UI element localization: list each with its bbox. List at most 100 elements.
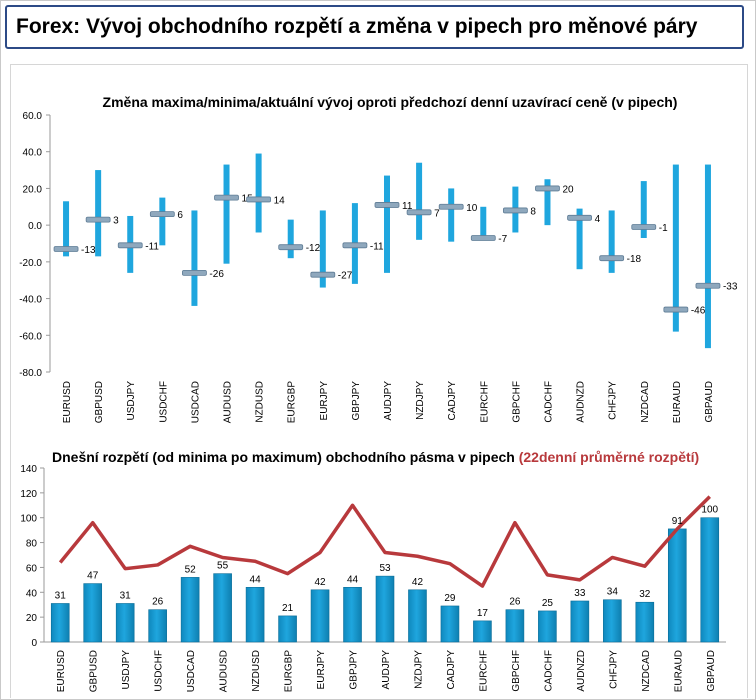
bar-value-label: 91 — [672, 516, 684, 527]
range-bar — [700, 517, 720, 643]
x-tick-label: GBPCHF — [511, 381, 522, 423]
x-tick-label: GBPAUD — [706, 650, 717, 692]
range-bar — [310, 589, 330, 643]
x-tick-label: EURCHF — [479, 381, 490, 423]
range-bar — [287, 219, 294, 259]
x-tick-label: NZDUSD — [251, 650, 262, 692]
current-marker — [406, 209, 432, 216]
bar-value-label: 44 — [347, 574, 359, 585]
range-bar — [440, 605, 460, 643]
current-value-label: -7 — [498, 234, 507, 245]
current-marker — [342, 242, 368, 249]
current-marker — [502, 207, 528, 214]
range-bar — [213, 573, 232, 643]
y-tick-label: 40 — [26, 588, 38, 599]
bar-value-label: 33 — [574, 588, 586, 599]
range-bar — [672, 164, 679, 332]
current-value-label: -12 — [306, 243, 321, 254]
current-marker — [438, 203, 464, 210]
y-tick-label: 100 — [20, 514, 37, 525]
current-value-label: 6 — [177, 210, 183, 221]
bar-value-label: 42 — [314, 577, 326, 588]
y-tick-label: 80 — [26, 539, 38, 550]
range-bar — [180, 577, 200, 643]
range-bar — [505, 609, 525, 643]
range-bar — [50, 603, 70, 643]
range-bar — [480, 206, 487, 240]
range-bar — [159, 197, 166, 246]
range-bar — [191, 210, 198, 306]
current-marker — [535, 185, 560, 192]
bar-value-label: 34 — [607, 587, 619, 598]
x-tick-label: EURAUD — [672, 381, 683, 423]
x-tick-label: EURUSD — [56, 650, 67, 692]
y-tick-label: -60.0 — [19, 331, 42, 342]
current-marker — [278, 244, 304, 251]
x-tick-label: EURGBP — [284, 650, 295, 693]
x-tick-label: CHFJPY — [608, 381, 619, 420]
bar-value-label: 53 — [379, 563, 391, 574]
range-bar — [704, 164, 711, 349]
x-tick-label: EURUSD — [62, 381, 73, 423]
current-value-label: -27 — [338, 271, 353, 282]
range-bar — [603, 599, 622, 643]
bar-value-label: 21 — [282, 603, 294, 614]
bar-value-label: 100 — [701, 505, 718, 516]
current-marker — [631, 224, 657, 230]
chart-daily-range-title: Dnešní rozpětí (od minima po maximum) ob… — [52, 449, 699, 465]
current-value-label: -26 — [209, 269, 224, 280]
x-tick-label: AUDUSD — [219, 650, 230, 692]
bar-value-label: 26 — [152, 597, 164, 608]
x-tick-label: GBPJPY — [349, 650, 360, 690]
page-title: Forex: Vývoj obchodního rozpětí a změna … — [16, 15, 698, 38]
current-marker — [470, 235, 496, 241]
range-bar — [384, 175, 390, 273]
current-value-label: -33 — [723, 282, 738, 293]
current-marker — [182, 269, 207, 276]
bar-value-label: 47 — [87, 571, 99, 582]
x-tick-label: NZDCAD — [640, 381, 651, 423]
current-value-label: -13 — [81, 245, 96, 256]
avg-range-line — [58, 495, 711, 588]
range-bar — [473, 620, 492, 643]
x-tick-label: GBPUSD — [94, 381, 105, 423]
x-tick-label: CADJPY — [447, 381, 458, 421]
y-tick-label: -40.0 — [19, 295, 42, 306]
y-tick-label: 120 — [20, 489, 37, 500]
x-tick-label: USDCAD — [190, 381, 201, 423]
current-value-label: -11 — [145, 241, 159, 252]
x-tick-label: CHFJPY — [608, 650, 619, 689]
bar-value-label: 25 — [542, 598, 554, 609]
current-marker — [53, 246, 79, 252]
chart-range-change-title: Změna maxima/minima/aktuální vývoj oprot… — [103, 94, 678, 110]
x-tick-label: NZDJPY — [415, 381, 426, 420]
range-bar — [343, 587, 362, 643]
current-marker — [246, 196, 272, 203]
x-tick-label: NZDCAD — [641, 650, 652, 692]
range-bar — [608, 210, 615, 273]
current-marker — [310, 271, 336, 278]
y-tick-label: -80.0 — [19, 368, 42, 379]
current-value-label: 14 — [274, 195, 286, 206]
x-tick-label: GBPJPY — [351, 381, 362, 421]
y-tick-label: 20.0 — [23, 184, 43, 195]
x-tick-label: EURJPY — [319, 381, 330, 421]
range-bar — [544, 179, 551, 226]
y-tick-label: 40.0 — [23, 148, 43, 159]
current-value-label: 7 — [434, 208, 440, 219]
bar-value-label: 29 — [444, 593, 456, 604]
current-marker — [663, 306, 689, 313]
x-tick-label: AUDJPY — [383, 381, 394, 421]
x-tick-label: CADJPY — [446, 650, 457, 690]
x-tick-label: AUDUSD — [223, 381, 234, 423]
current-value-label: 10 — [466, 203, 478, 214]
range-bar — [448, 188, 455, 242]
range-bar — [95, 170, 102, 257]
x-tick-label: USDJPY — [126, 381, 137, 421]
y-tick-label: 0.0 — [28, 221, 42, 232]
chart-daily-range-title-main: Dnešní rozpětí (od minima po maximum) ob… — [52, 449, 515, 465]
x-tick-label: USDCAD — [186, 650, 197, 692]
range-bar — [576, 208, 583, 270]
chart-daily-range-title-highlight: (22denní průměrné rozpětí) — [519, 449, 699, 465]
x-tick-label: EURAUD — [673, 650, 684, 692]
